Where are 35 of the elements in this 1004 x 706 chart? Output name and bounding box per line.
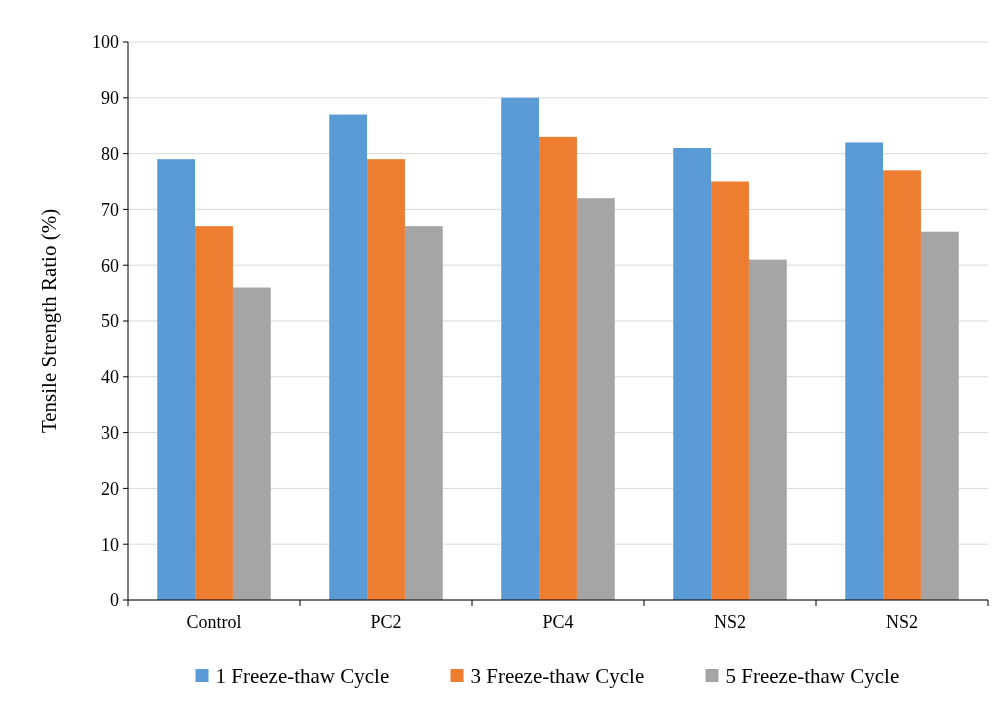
bar	[920, 231, 959, 600]
legend-label: 1 Freeze-thaw Cycle	[215, 664, 390, 689]
bar	[195, 226, 233, 600]
bar	[883, 170, 921, 600]
bar	[845, 142, 884, 600]
bar	[367, 159, 405, 600]
bar	[748, 259, 787, 600]
y-tick-label: 90	[101, 88, 119, 109]
x-tick-label: NS2	[713, 612, 747, 632]
bar	[539, 136, 577, 600]
y-tick-label: 20	[101, 478, 119, 499]
bar	[576, 198, 615, 600]
x-tick-label: PC4	[542, 612, 574, 632]
y-tick-label: 70	[101, 199, 119, 220]
bar	[157, 159, 196, 600]
x-tick-label: Control	[186, 612, 242, 632]
y-tick-label: 50	[101, 311, 119, 332]
y-tick-label: 30	[101, 422, 119, 443]
y-tick-label: 80	[101, 143, 119, 164]
y-tick-label: 10	[101, 534, 119, 555]
x-tick-label: NS2	[885, 612, 919, 632]
bar	[711, 181, 749, 600]
bar	[501, 97, 540, 600]
y-tick-label: 40	[101, 367, 119, 388]
legend-label: 3 Freeze-thaw Cycle	[470, 664, 645, 689]
y-tick-label: 0	[110, 590, 119, 611]
bar	[232, 287, 271, 600]
y-tick-label: 60	[101, 255, 119, 276]
y-tick-label: 100	[92, 32, 119, 53]
bar	[673, 148, 712, 600]
bar	[404, 226, 443, 600]
y-axis-title: Tensile Strength Ratio (%)	[37, 208, 61, 434]
legend-label: 5 Freeze-thaw Cycle	[725, 664, 900, 689]
x-tick-label: PC2	[370, 612, 402, 632]
bar	[329, 114, 368, 600]
